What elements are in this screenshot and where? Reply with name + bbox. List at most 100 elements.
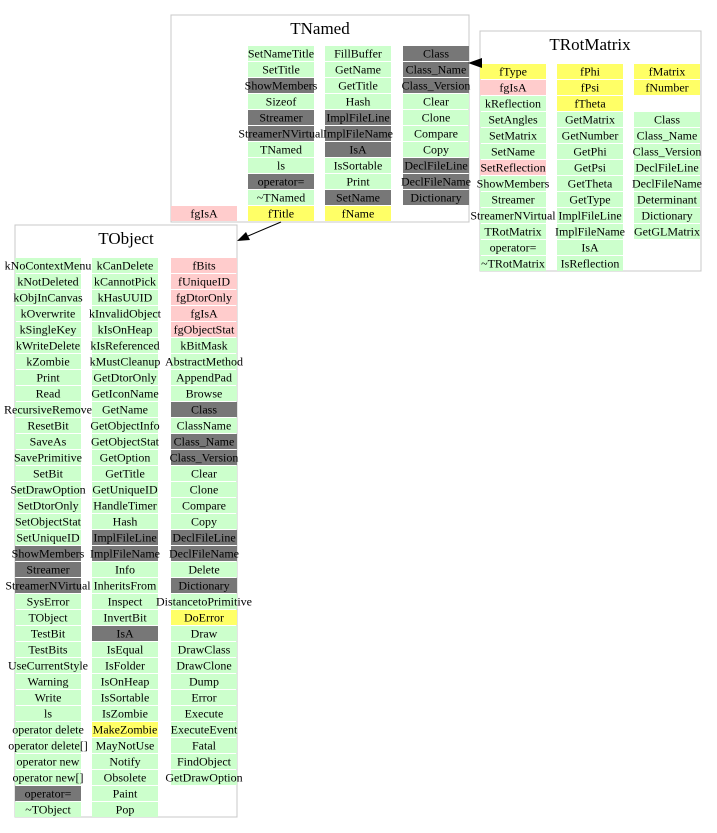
member-cell [15,738,81,753]
member-name: GetName [335,62,381,76]
member-name: Clear [423,94,449,108]
member-name: SetObjectStat [15,514,82,528]
member-cell [248,78,314,93]
member-cell [480,64,546,79]
member-cell [171,658,237,673]
member-cell [248,174,314,189]
class-box: TRotMatrix fType fgIsA kReflection SetAngles… [470,30,702,272]
member-name: Notify [109,754,140,768]
member-cell [15,514,81,529]
member-cell [92,418,158,433]
member-cell [325,94,391,109]
member-name: GetMatrix [565,112,615,126]
member-cell [634,128,700,143]
member-cell [171,434,237,449]
member-cell [557,160,623,175]
member-cell [325,78,391,93]
member-cell [15,594,81,609]
member-name: Read [36,386,61,400]
member-cell [92,594,158,609]
member-cell [403,110,469,125]
member-cell [92,306,158,321]
member-name: fgDtorOnly [176,290,232,304]
member-name: UseCurrentStyle [8,658,88,672]
member-name: IsReflection [561,256,620,270]
member-name: GetGLMatrix [634,224,700,238]
member-name: SetName [336,190,380,204]
member-name: Class [423,46,449,60]
member-name: FillBuffer [334,46,382,60]
member-cell [403,62,469,77]
member-cell [480,112,546,127]
member-name: GetDtorOnly [93,370,156,384]
member-cell [403,174,469,189]
member-cell [92,466,158,481]
member-name: fPsi [581,80,600,94]
member-name: Class_Version [402,78,471,92]
member-name: ImplFileLine [93,530,156,544]
member-name: StreamerNVirtual [238,126,324,140]
member-cell [15,802,81,817]
member-name: SetDrawOption [10,482,85,496]
member-cell [171,530,237,545]
member-name: ~TRotMatrix [481,256,545,270]
member-name: StreamerNVirtual [5,578,91,592]
member-name: TestBits [28,642,67,656]
member-cell [171,206,237,221]
member-name: Clear [191,466,217,480]
member-name: fgIsA [499,80,527,94]
member-name: ~TNamed [257,190,305,204]
member-name: ImplFileName [90,546,160,560]
member-cell [171,466,237,481]
member-cell [92,546,158,561]
member-cell [557,128,623,143]
member-cell [634,176,700,191]
member-cell [15,578,81,593]
member-cell [92,626,158,641]
member-cell [325,62,391,77]
member-cell [92,258,158,273]
member-name: fTitle [268,206,294,220]
member-cell [325,110,391,125]
member-cell [171,354,237,369]
member-cell [557,192,623,207]
member-name: Hash [346,94,371,108]
member-cell [171,706,237,721]
member-name: Streamer [26,562,69,576]
member-name: fNumber [645,80,688,94]
member-name: kCanDelete [97,258,154,272]
member-cell [15,386,81,401]
member-cell [92,450,158,465]
member-name: Print [36,370,60,384]
member-cell [15,274,81,289]
member-cell [15,322,81,337]
member-name: Print [346,174,370,188]
member-name: operator delete [12,722,84,736]
member-cell [325,46,391,61]
member-cell [171,450,237,465]
member-name: Class [191,402,217,416]
member-name: Class_Name [174,434,235,448]
member-cell [634,192,700,207]
member-name: SaveAs [30,434,67,448]
member-name: Compare [414,126,458,140]
member-cell [15,690,81,705]
member-cell [92,690,158,705]
member-cell [325,190,391,205]
member-cell [15,546,81,561]
member-name: GetOption [100,450,151,464]
member-name: GetTitle [338,78,378,92]
arrow-head [237,232,250,241]
member-cell [15,786,81,801]
member-cell [634,144,700,159]
member-cell [634,160,700,175]
member-cell [92,658,158,673]
member-name: Streamer [491,192,534,206]
member-cell [171,738,237,753]
member-name: IsFolder [105,658,145,672]
member-name: Dictionary [641,208,692,222]
member-cell [15,338,81,353]
member-name: Clone [190,482,219,496]
member-name: ImplFileName [555,224,625,238]
member-cell [171,626,237,641]
